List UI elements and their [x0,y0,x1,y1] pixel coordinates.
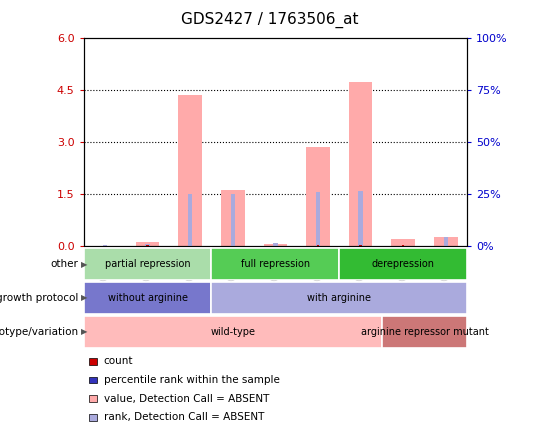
Text: without arginine: without arginine [107,293,187,303]
Text: wild-type: wild-type [210,327,255,337]
Text: GDS2427 / 1763506_at: GDS2427 / 1763506_at [181,12,359,28]
Text: with arginine: with arginine [307,293,372,303]
Bar [444,237,448,246]
Text: ▶: ▶ [81,260,87,269]
Bar [359,191,363,246]
Bar [136,242,159,246]
Bar [188,194,192,246]
Text: other: other [50,259,78,269]
Text: genotype/variation: genotype/variation [0,327,78,337]
Text: ▶: ▶ [81,327,87,336]
Text: full repression: full repression [241,259,310,269]
Text: derepression: derepression [372,259,435,269]
Text: partial repression: partial repression [105,259,191,269]
Text: value, Detection Call = ABSENT: value, Detection Call = ABSENT [104,394,269,404]
Text: arginine repressor mutant: arginine repressor mutant [361,327,489,337]
Bar [179,95,202,246]
Bar [349,82,372,246]
Bar [273,243,278,246]
Bar [146,245,149,246]
Text: percentile rank within the sample: percentile rank within the sample [104,375,279,385]
Bar [434,237,457,246]
Text: count: count [104,357,133,366]
Bar [306,147,330,246]
Bar [264,244,287,246]
Text: ▶: ▶ [81,293,87,302]
Bar [145,244,150,246]
Bar [231,194,235,246]
Text: rank, Detection Call = ABSENT: rank, Detection Call = ABSENT [104,412,264,422]
Bar [221,190,245,246]
Bar [402,245,404,246]
Bar [392,239,415,246]
Bar [103,245,107,246]
Text: growth protocol: growth protocol [0,293,78,303]
Bar [316,192,320,246]
